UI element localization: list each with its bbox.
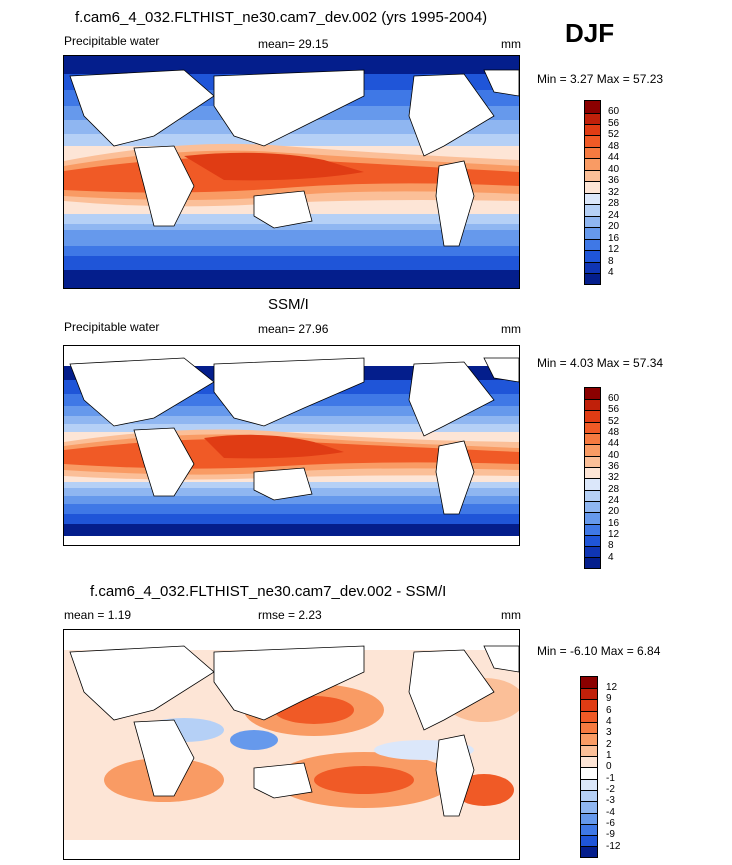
cb-tick-label: 2 (606, 739, 612, 750)
cb-tick-label: 32 (608, 472, 620, 483)
panel3-mean-label: mean = 1.19 (64, 608, 132, 622)
cb-tick-label: 40 (608, 450, 620, 461)
panel1-mean-label: mean= 29.15 (258, 37, 329, 51)
cb-tick-label: 48 (608, 427, 620, 438)
cb-tick-label: 4 (608, 552, 614, 563)
cb-tick-label: 0 (606, 761, 612, 772)
panel1-title: f.cam6_4_032.FLTHIST_ne30.cam7_dev.002 (… (75, 9, 488, 26)
cb-tick-label: -1 (606, 773, 615, 784)
panel3-title: f.cam6_4_032.FLTHIST_ne30.cam7_dev.002 -… (90, 583, 447, 600)
cb-tick-label: 4 (608, 267, 614, 278)
season-label: DJF (565, 18, 615, 48)
cb-tick-label: 3 (606, 727, 612, 738)
panel3-map (63, 629, 520, 860)
cb-tick-label: 24 (608, 210, 620, 221)
panel3-minmax-label: Min = -6.10 Max = 6.84 (537, 644, 661, 658)
cb-tick-label: 6 (606, 705, 612, 716)
cb-tick-label: 12 (608, 529, 620, 540)
cb-tick-label: 52 (608, 416, 620, 427)
panel2-colorbar (584, 387, 601, 569)
cb-tick-label: 16 (608, 518, 620, 529)
cb-tick-label: 40 (608, 164, 620, 175)
cb-tick-label: -4 (606, 807, 615, 818)
panel1-map (63, 55, 520, 289)
cb-tick-label: -2 (606, 784, 615, 795)
cb-tick-label: 8 (608, 256, 614, 267)
cb-tick-label: 36 (608, 175, 620, 186)
cb-tick-label: 20 (608, 221, 620, 232)
cb-tick-label: 1 (606, 750, 612, 761)
panel3-rmse-label: rmse = 2.23 (258, 608, 322, 622)
cb-tick-label: 28 (608, 198, 620, 209)
panel2-mean-label: mean= 27.96 (258, 322, 329, 336)
panel1-minmax-label: Min = 3.27 Max = 57.23 (537, 72, 664, 86)
cb-tick-label: 56 (608, 404, 620, 415)
cb-tick-label: 20 (608, 506, 620, 517)
panel2-title: SSM/I (268, 296, 309, 313)
cb-tick-label: 24 (608, 495, 620, 506)
panel3-unit-label: mm (501, 608, 521, 622)
cb-tick-label: 12 (608, 244, 620, 255)
cb-tick-label: 16 (608, 233, 620, 244)
cb-tick-label: 60 (608, 393, 620, 404)
panel1-field-plot (64, 56, 519, 288)
cb-tick-label: -3 (606, 795, 615, 806)
cb-tick-label: 56 (608, 118, 620, 129)
panel2-variable-label: Precipitable water (64, 320, 160, 334)
cb-tick-label: -12 (606, 841, 621, 852)
cb-tick-label: 32 (608, 187, 620, 198)
panel2-unit-label: mm (501, 322, 521, 336)
panel2-field-plot (64, 346, 519, 545)
cb-tick-label: 44 (608, 152, 620, 163)
cb-tick-label: 48 (608, 141, 620, 152)
cb-tick-label: 36 (608, 461, 620, 472)
panel1-unit-label: mm (501, 37, 521, 51)
cb-tick-label: -6 (606, 818, 615, 829)
cb-tick-label: 8 (608, 540, 614, 551)
cb-tick-label: 4 (606, 716, 612, 727)
cb-tick-label: 60 (608, 106, 620, 117)
cb-tick-label: -9 (606, 829, 615, 840)
panel1-colorbar (584, 100, 601, 285)
cb-tick-label: 12 (606, 682, 618, 693)
cb-tick-label: 44 (608, 438, 620, 449)
cb-tick-label: 9 (606, 693, 612, 704)
cb-tick-label: 28 (608, 484, 620, 495)
panel3-colorbar (580, 676, 598, 858)
panel1-variable-label: Precipitable water (64, 34, 160, 48)
panel3-field-plot (64, 630, 519, 859)
panel2-minmax-label: Min = 4.03 Max = 57.34 (537, 356, 664, 370)
panel2-map (63, 345, 520, 546)
cb-tick-label: 52 (608, 129, 620, 140)
